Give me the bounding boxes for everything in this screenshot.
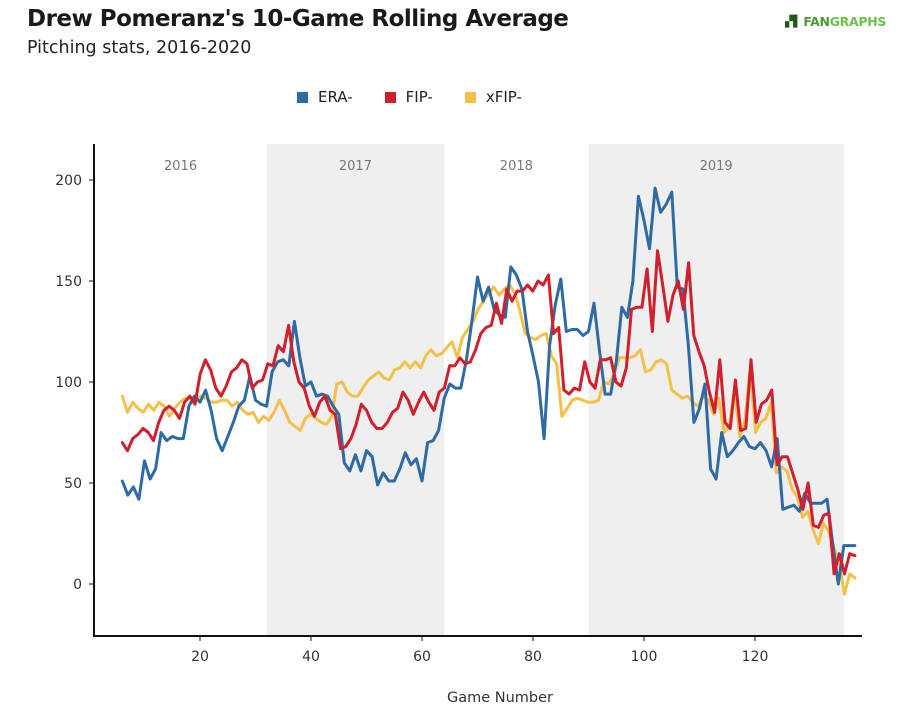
x-tick-label: 20 [191,649,209,665]
y-tick-label: 200 [55,173,82,189]
tick-labels: 0 50 100 150 200 20 40 60 80 100 120 [55,173,768,665]
y-tick-label: 100 [55,375,82,391]
x-tick-label: 120 [742,649,769,665]
series-line-era [120,186,857,586]
y-tick-label: 0 [73,577,82,593]
axes [89,144,862,641]
season-label-2016: 2016 [164,159,197,174]
legend-label-xfip: xFIP- [485,88,522,106]
fangraphs-logo-icon: ▞▌ [785,15,802,28]
season-bands [266,144,844,636]
y-tick-label: 150 [55,274,82,290]
legend-label-fip: FIP- [405,88,433,106]
season-label-2018: 2018 [500,159,533,174]
season-label-2019: 2019 [700,159,733,174]
legend-item-xfip: xFIP- [464,88,522,106]
x-tick-label: 40 [302,649,320,665]
legend-swatch-xfip [464,91,476,103]
legend-swatch-era [297,91,308,103]
x-tick-label: 60 [413,649,431,665]
legend-swatch-fip [384,91,396,103]
season-band-2017 [266,144,445,636]
chart-legend: ERA- FIP- xFIP- [297,88,554,106]
logo-text-graphs: GRAPHS [829,14,887,29]
season-labels: 2016 2017 2018 2019 [164,159,733,174]
logo-text-fan: FAN [803,14,830,29]
x-tick-label: 80 [524,649,542,665]
chart-title: Drew Pomeranz's 10-Game Rolling Average [27,6,569,32]
season-label-2017: 2017 [339,159,372,174]
x-axis-label: Game Number [447,690,553,706]
chart-subtitle: Pitching stats, 2016-2020 [27,38,252,58]
legend-item-era: ERA- [297,88,353,106]
fangraphs-logo: ▞▌ FAN GRAPHS [785,14,886,29]
x-tick-label: 100 [631,649,658,665]
series-lines [120,186,857,596]
series-line-fip [120,249,857,576]
legend-label-era: ERA- [318,88,353,106]
y-tick-label: 50 [64,476,82,492]
legend-item-fip: FIP- [384,88,433,106]
